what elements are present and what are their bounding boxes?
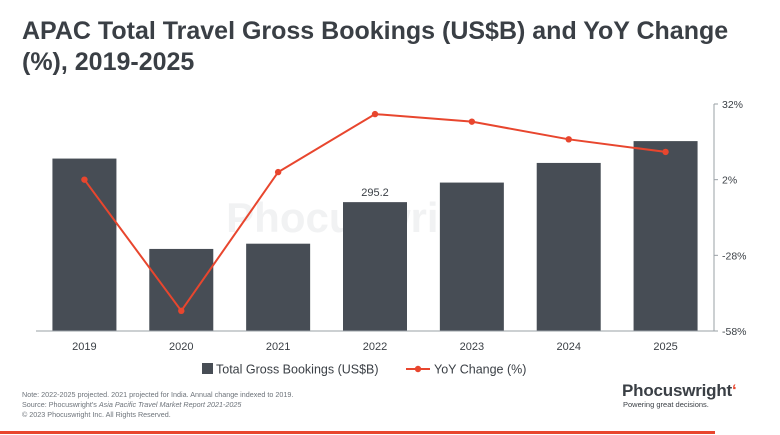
bar-2024 [536,162,601,331]
legend-line-marker [414,365,422,373]
x-tick-label-2020: 2020 [169,341,193,353]
bar-2025 [633,141,698,331]
x-tick-label-2024: 2024 [556,341,580,353]
bar-2021 [246,243,311,331]
yoy-point-2020 [178,307,185,315]
logo-tagline: Powering great decisions. [623,400,709,409]
logo-brand-text: Phocuswright [622,381,732,400]
right-axis-tick-label: -58% [722,326,747,338]
legend-line-label: YoY Change (%) [434,363,526,377]
x-tick-label-2023: 2023 [460,341,484,353]
yoy-point-2021 [274,168,282,176]
x-tick-label-2021: 2021 [266,341,290,353]
yoy-point-2019 [81,176,88,183]
source-prefix: Source: Phocuswright's [22,400,99,409]
yoy-point-2025 [662,148,669,156]
logo-mark-icon: ‘ [732,381,737,400]
yoy-point-2022 [371,110,379,118]
footnotes: Note: 2022-2025 projected. 2021 projecte… [22,390,293,420]
bar-2019 [52,158,117,331]
bar-2022 [343,202,407,331]
right-axis-tick-label: 2% [722,175,737,187]
right-axis-tick-label: -28% [722,250,747,262]
bar-2023 [439,182,504,331]
note-text: Note: 2022-2025 projected. 2021 projecte… [22,390,294,399]
x-tick-label-2019: 2019 [72,341,96,353]
yoy-point-2024 [565,136,572,143]
right-axis-tick-label: 32% [722,99,743,111]
logo-brand: Phocuswright‘ [622,381,762,401]
copyright-text: © 2023 Phocuswright Inc. All Rights Rese… [22,410,171,419]
bar-2020 [149,248,214,331]
legend-bar-label: Total Gross Bookings (US$B) [216,363,379,377]
chart-title: APAC Total Travel Gross Bookings (US$B) … [22,17,729,76]
source-title: Asia Pacific Travel Market Report 2021-2… [98,400,242,409]
accent-bar [0,431,715,434]
legend-bar-swatch [202,363,213,374]
source-text: Source: Phocuswright's Asia Pacific Trav… [22,400,293,410]
data-label-2022: 295.2 [361,187,389,199]
x-tick-label-2022: 2022 [363,341,387,353]
phocuswright-logo: Phocuswright‘ Powering great decisions. [622,381,762,409]
x-tick-label-2025: 2025 [653,341,677,353]
yoy-point-2023 [468,118,476,125]
